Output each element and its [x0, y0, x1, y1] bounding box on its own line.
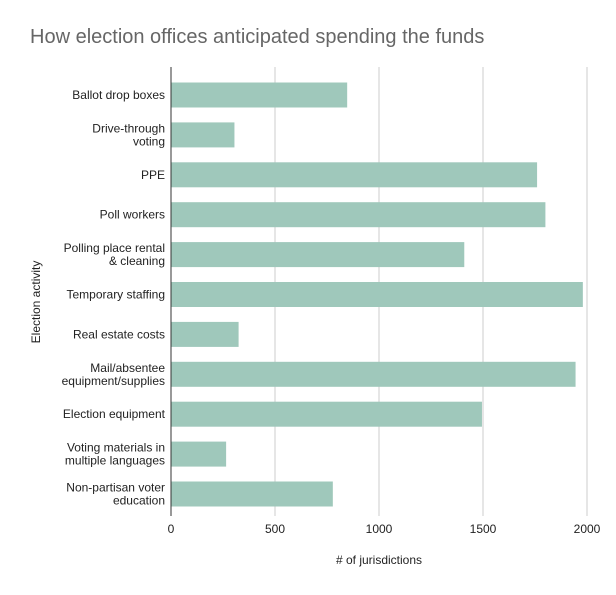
category-label: Drive-through voting	[92, 121, 165, 148]
category-label: Election equipment	[63, 407, 166, 421]
category-label-line: Non-partisan voter	[66, 481, 165, 495]
category-label-line: equipment/supplies	[62, 374, 165, 388]
x-tick-label: 0	[168, 522, 175, 536]
category-label-line: Election equipment	[63, 407, 166, 421]
x-tick-labels: 0 500 1000 1500 2000	[168, 522, 601, 536]
category-labels: Ballot drop boxes Drive-through voting PPE P…	[62, 88, 166, 508]
x-tick-label: 500	[265, 522, 285, 536]
category-label: Poll workers	[100, 208, 165, 222]
bar	[171, 242, 465, 268]
bar	[171, 82, 348, 108]
category-label: PPE	[141, 168, 165, 182]
category-label-line: education	[113, 494, 165, 508]
x-tick-label: 1500	[470, 522, 497, 536]
bar	[171, 321, 239, 347]
category-label-line: Mail/absentee	[90, 361, 165, 375]
bars	[171, 82, 583, 507]
bar	[171, 282, 583, 307]
category-label-line: Ballot drop boxes	[72, 88, 165, 102]
category-label: Ballot drop boxes	[72, 88, 165, 102]
category-label: Polling place rental & cleaning	[64, 241, 165, 268]
category-label: Temporary staffing	[67, 288, 166, 302]
bar	[171, 361, 576, 387]
x-tick-label: 2000	[574, 522, 601, 536]
bar	[171, 401, 482, 427]
bar	[171, 441, 227, 467]
bar	[171, 162, 538, 188]
chart-title: How election offices anticipated spendin…	[30, 26, 485, 48]
category-label-line: Temporary staffing	[67, 288, 166, 302]
bar	[171, 481, 333, 507]
category-label: Mail/absentee equipment/supplies	[62, 361, 166, 388]
category-label-line: Polling place rental	[64, 241, 165, 255]
category-label-line: PPE	[141, 168, 165, 182]
x-tick-label: 1000	[366, 522, 393, 536]
category-label-line: multiple languages	[65, 454, 165, 468]
category-label-line: Drive-through	[92, 121, 165, 135]
category-label: Voting materials in multiple languages	[65, 441, 165, 468]
category-label-line: Poll workers	[100, 208, 165, 222]
bar	[171, 202, 546, 228]
category-label-line: Real estate costs	[73, 327, 165, 341]
category-label-line: Voting materials in	[67, 441, 165, 455]
category-label: Non-partisan voter education	[66, 481, 165, 508]
category-label-line: & cleaning	[109, 254, 165, 268]
y-axis-label: Election activity	[29, 261, 43, 344]
x-axis-label: # of jurisdictions	[336, 553, 422, 567]
category-label-line: voting	[133, 134, 165, 148]
category-label: Real estate costs	[73, 327, 165, 341]
bar	[171, 122, 235, 148]
